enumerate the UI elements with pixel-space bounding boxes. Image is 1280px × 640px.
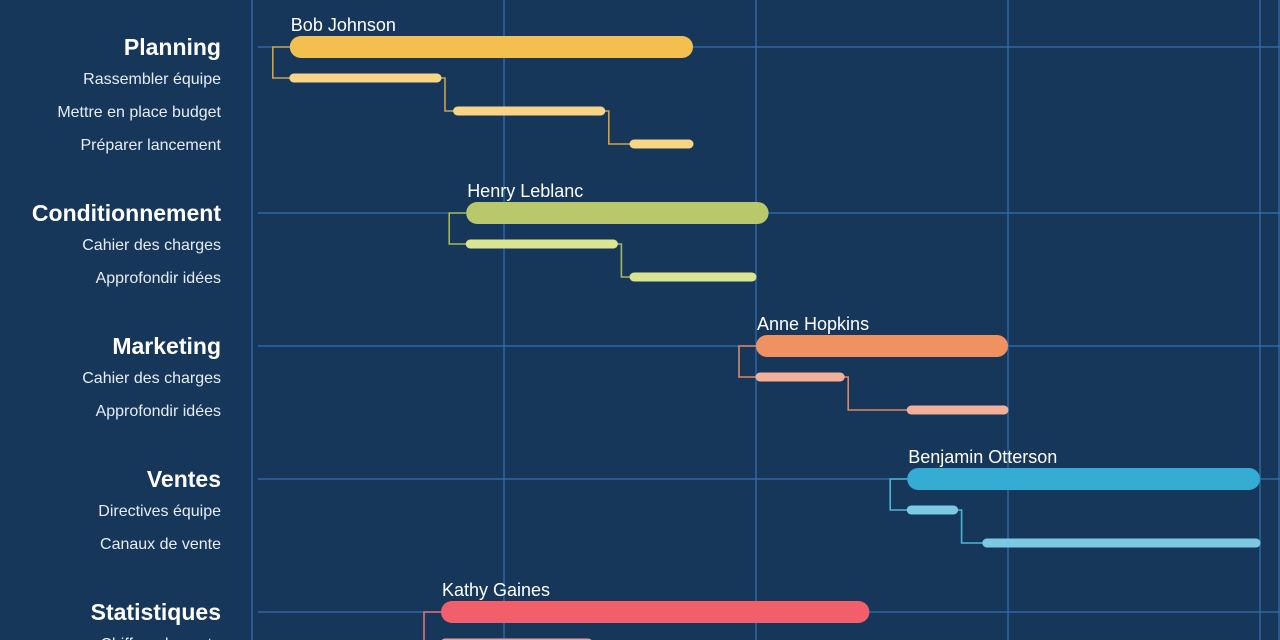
bars bbox=[289, 36, 1261, 640]
connector bbox=[957, 509, 987, 544]
connector bbox=[738, 345, 760, 378]
connector bbox=[423, 611, 441, 640]
connector bbox=[604, 110, 634, 145]
connector bbox=[448, 212, 471, 245]
task-label: Directives équipe bbox=[98, 503, 221, 520]
task-label: Rassembler équipe bbox=[83, 71, 221, 88]
task-label: Approfondir idées bbox=[96, 403, 221, 420]
connector bbox=[844, 376, 912, 411]
task-label: Mettre en place budget bbox=[57, 104, 221, 121]
task-label: Cahier des charges bbox=[82, 370, 221, 387]
task-label: Chiffres de vente bbox=[100, 636, 221, 640]
connector bbox=[441, 77, 458, 112]
labels: Planning Bob Johnson Rassembler équipe Mett… bbox=[32, 15, 1057, 640]
owner-label: Henry Leblanc bbox=[467, 181, 583, 201]
group-label: Statistiques bbox=[91, 599, 221, 625]
connector bbox=[617, 243, 634, 278]
group-label: Conditionnement bbox=[32, 200, 221, 226]
connector bbox=[889, 478, 912, 511]
task-label: Approfondir idées bbox=[96, 270, 221, 287]
task-label: Canaux de vente bbox=[100, 536, 221, 553]
group-label: Ventes bbox=[147, 466, 221, 492]
owner-label: Bob Johnson bbox=[291, 15, 396, 35]
owner-label: Anne Hopkins bbox=[757, 314, 869, 334]
owner-label: Benjamin Otterson bbox=[908, 447, 1057, 467]
task-label: Préparer lancement bbox=[80, 137, 221, 154]
connectors bbox=[272, 46, 987, 640]
group-label: Planning bbox=[124, 34, 221, 60]
task-label: Cahier des charges bbox=[82, 237, 221, 254]
owner-label: Kathy Gaines bbox=[442, 580, 550, 600]
connector bbox=[272, 46, 294, 79]
group-label: Marketing bbox=[112, 333, 221, 359]
